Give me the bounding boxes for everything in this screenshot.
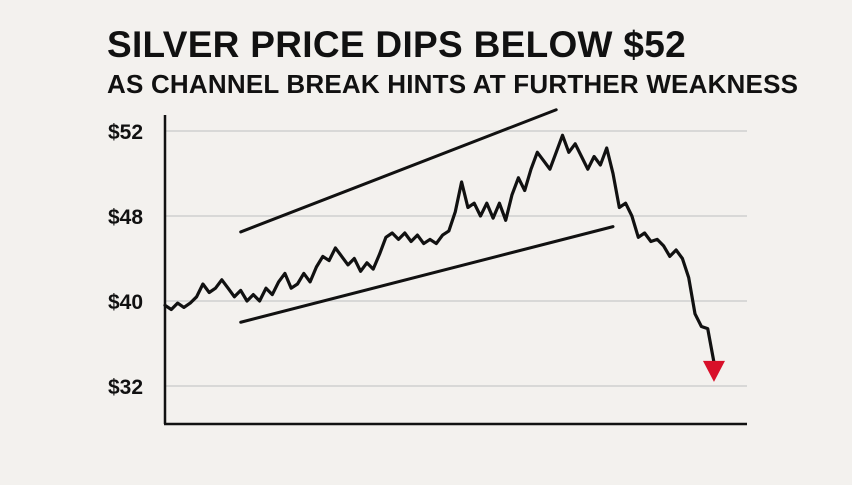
price-series-line	[163, 133, 716, 365]
channel-lines	[239, 108, 615, 324]
y-axis-labels: $52 $48 $40 $32	[108, 121, 143, 399]
y-tick-label: $40	[108, 291, 143, 314]
price-series-points	[164, 135, 714, 363]
y-tick-label: $52	[108, 121, 143, 144]
channel-upper-trendline	[239, 108, 558, 234]
y-tick-label: $48	[108, 206, 143, 229]
channel-lower-trendline	[239, 225, 615, 324]
chart-title: SILVER PRICE DIPS BELOW $52	[107, 24, 686, 65]
chart-subtitle: AS CHANNEL BREAK HINTS AT FURTHER WEAKNE…	[107, 69, 799, 99]
red-down-arrow-icon	[702, 360, 725, 382]
y-tick-label: $32	[108, 376, 143, 399]
gridlines	[165, 130, 747, 387]
